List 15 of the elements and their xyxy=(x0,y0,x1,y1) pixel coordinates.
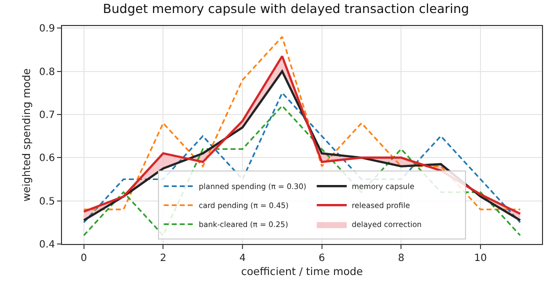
x-tick-label: 2 xyxy=(160,253,166,264)
y-tick-label: 0.7 xyxy=(39,110,55,121)
x-axis-title: coefficient / time mode xyxy=(241,266,363,278)
chart-title: Budget memory capsule with delayed transaction clearing xyxy=(102,1,470,16)
y-tick-label: 0.4 xyxy=(39,240,55,250)
x-tick-label: 0 xyxy=(80,253,88,264)
y-axis-title: weighted spending mode xyxy=(20,68,33,202)
y-tick-label: 0.9 xyxy=(39,24,55,35)
x-tick-label: 8 xyxy=(398,253,404,264)
x-tick-label: 10 xyxy=(474,253,487,264)
x-tick-label: 4 xyxy=(239,253,246,264)
y-tick-label: 0.8 xyxy=(39,66,55,78)
y-tick-label: 0.6 xyxy=(39,153,55,164)
x-tick-label: 6 xyxy=(318,253,326,264)
y-tick-label: 0.5 xyxy=(39,196,55,208)
